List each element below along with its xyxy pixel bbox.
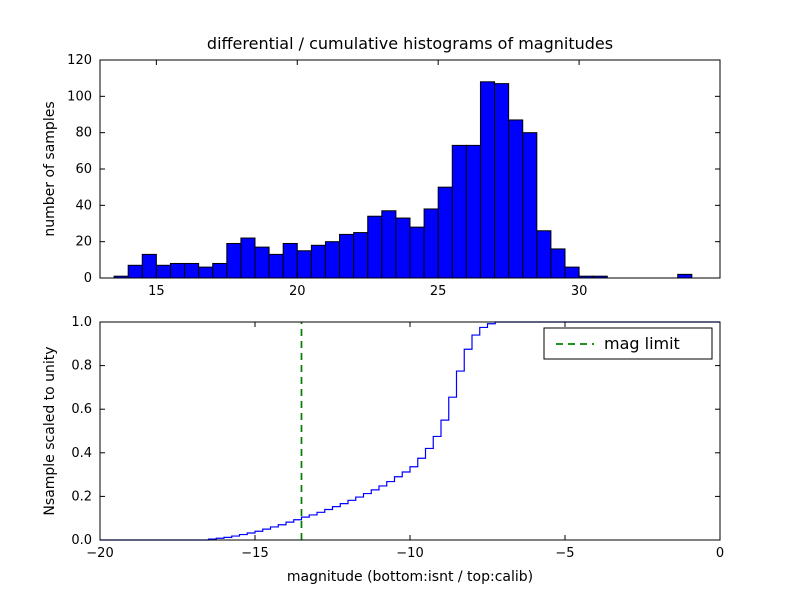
x-tick-label: 20 <box>289 284 306 299</box>
x-tick-label: −5 <box>555 546 574 561</box>
histogram-bar <box>169 262 186 279</box>
histogram-bar <box>324 241 341 279</box>
histogram-bar <box>367 215 383 279</box>
histogram-bar <box>127 264 143 279</box>
histogram-bar <box>437 186 453 279</box>
y-tick-label: 40 <box>75 198 92 213</box>
bottom-y-axis-label: Nsample scaled to unity <box>42 346 58 515</box>
y-tick-label: 0.0 <box>71 533 92 548</box>
x-tick-label: 30 <box>571 284 588 299</box>
histogram-bar <box>479 81 496 279</box>
x-tick-label: −20 <box>86 546 113 561</box>
y-tick-label: 120 <box>67 53 92 68</box>
histogram-bar <box>240 237 256 279</box>
histogram-bar <box>212 262 228 279</box>
chart-title: differential / cumulative histograms of … <box>207 34 613 53</box>
histogram-bar <box>451 144 467 279</box>
top-histogram-axes: 15 20 25 30 0 20 40 60 80 100 120 <box>67 53 721 299</box>
histogram-bar <box>296 250 312 279</box>
top-y-axis-label: number of samples <box>42 101 58 236</box>
histogram-bar <box>198 266 214 279</box>
y-tick-label: 100 <box>67 89 92 104</box>
y-tick-label: 0.8 <box>71 359 92 374</box>
x-tick-label: 0 <box>716 546 724 561</box>
histogram-bar <box>536 230 552 279</box>
histogram-bar <box>339 233 355 279</box>
x-tick-label: 25 <box>430 284 447 299</box>
histogram-bar <box>310 244 326 279</box>
histogram-bar <box>353 232 369 279</box>
histogram-bar <box>395 217 411 279</box>
x-tick-label: −15 <box>241 546 268 561</box>
y-tick-label: 0.6 <box>71 402 92 417</box>
histogram-bar <box>550 248 566 279</box>
histogram-bars <box>113 81 693 279</box>
histogram-bar <box>522 132 538 279</box>
histogram-bar <box>508 119 524 279</box>
histogram-bar <box>184 262 200 279</box>
histogram-bar <box>268 253 284 279</box>
histogram-bar <box>677 273 693 279</box>
y-tick-label: 0.4 <box>71 446 92 461</box>
y-tick-label: 0 <box>84 271 92 286</box>
y-tick-label: 20 <box>75 235 92 250</box>
y-tick-label: 60 <box>75 162 92 177</box>
legend-label: mag limit <box>604 334 680 353</box>
histogram-bar <box>381 210 397 279</box>
histogram-bar <box>282 242 298 279</box>
histogram-bar <box>141 253 157 279</box>
histogram-bar <box>465 144 481 279</box>
x-tick-label: −10 <box>396 546 423 561</box>
histogram-bar <box>494 83 510 279</box>
histogram-bar <box>409 226 425 279</box>
y-tick-label: 80 <box>75 126 92 141</box>
legend: mag limit <box>543 327 713 360</box>
histogram-bar <box>564 266 580 279</box>
histogram-bar <box>226 242 242 279</box>
histogram-bar <box>155 264 171 279</box>
histogram-bar <box>254 246 270 279</box>
histogram-bar <box>423 208 439 279</box>
cumulative-axes: −20 −15 −10 −5 0 0.0 0.2 0.4 0.6 0.8 1.0 <box>71 315 724 561</box>
cumulative-step-line <box>100 321 720 541</box>
x-tick-label: 15 <box>148 284 165 299</box>
bottom-x-axis-label: magnitude (bottom:isnt / top:calib) <box>287 569 533 585</box>
y-tick-label: 0.2 <box>71 489 92 504</box>
y-tick-label: 1.0 <box>71 315 92 330</box>
